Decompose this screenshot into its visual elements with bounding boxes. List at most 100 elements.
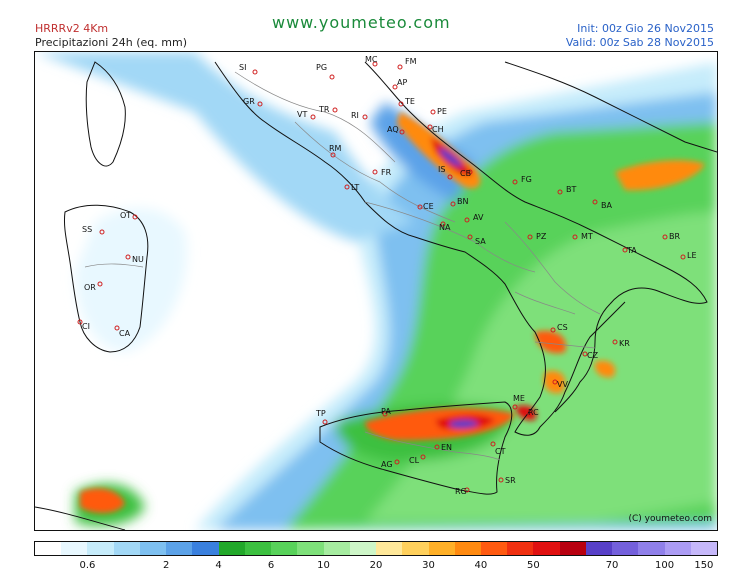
city-label-cb: CB	[460, 169, 471, 178]
city-label-cz: CZ	[587, 351, 599, 360]
legend-label: 4	[215, 560, 222, 571]
city-label-pe: PE	[437, 107, 447, 116]
city-is: IS	[438, 165, 453, 180]
city-fm: FM	[397, 57, 417, 70]
map-canvas: SI PG MC FM AP TE PE GR VT TR RI AQ CH R…	[35, 52, 717, 530]
city-label-ss: SS	[82, 225, 92, 234]
city-label-pg: PG	[316, 63, 327, 72]
city-ce: CE	[417, 202, 434, 211]
city-av: AV	[464, 213, 484, 223]
city-label-ba: BA	[601, 201, 612, 210]
city-en: EN	[434, 443, 452, 452]
legend-label: 6	[267, 560, 275, 571]
city-vt: VT	[297, 110, 316, 120]
city-sa: SA	[467, 234, 486, 246]
legend-swatch	[480, 542, 508, 555]
city-aq: AQ	[387, 125, 405, 135]
city-label-rg: RG	[455, 487, 467, 496]
city-label-ta: TA	[626, 246, 637, 255]
city-br: BR	[662, 232, 680, 241]
init-time: Init: 00z Gio 26 Nov2015	[577, 22, 714, 35]
city-pg: PG	[316, 63, 335, 80]
copyright-label: (C) youmeteo.com	[628, 514, 712, 524]
city-bn: BN	[450, 197, 468, 207]
city-ap: AP	[392, 78, 407, 90]
city-fg: FG	[512, 175, 532, 185]
heavy-precip-cores	[80, 112, 705, 513]
city-label-ag: AG	[381, 460, 393, 469]
city-label-ri: RI	[351, 111, 359, 120]
city-label-fg: FG	[521, 175, 532, 184]
legend-label: 20	[369, 560, 383, 571]
city-label-si: SI	[239, 63, 246, 72]
city-ss: SS	[82, 225, 105, 235]
city-label-tr: TR	[318, 105, 330, 114]
color-legend	[34, 541, 718, 556]
city-pe: PE	[430, 107, 447, 116]
site-title[interactable]: www.youmeteo.com	[272, 13, 451, 32]
city-label-fm: FM	[405, 57, 417, 66]
legend-swatch	[218, 542, 245, 555]
legend-swatch	[166, 542, 193, 555]
city-ta: TA	[622, 246, 637, 255]
legend-label: 0.6	[79, 560, 96, 571]
city-label-lt: LT	[351, 183, 359, 192]
city-markers: SI PG MC FM AP TE PE GR VT TR RI AQ CH R…	[77, 55, 697, 496]
city-ci: CI	[77, 319, 90, 331]
legend-swatch	[559, 542, 586, 555]
city-label-mc: MC	[365, 55, 378, 64]
city-label-le: LE	[687, 251, 697, 260]
legend-swatch	[113, 542, 140, 555]
city-label-pz: PZ	[536, 232, 547, 241]
precip-field	[35, 52, 717, 530]
city-label-rc: RC	[528, 408, 539, 417]
city-label-ot: OT	[120, 211, 131, 220]
city-label-rm: RM	[329, 144, 342, 153]
legend-swatch	[376, 542, 403, 555]
city-ba: BA	[592, 199, 612, 210]
legend-swatch	[428, 542, 455, 555]
legend-swatch	[638, 542, 665, 555]
city-rc: RC	[525, 408, 539, 417]
legend-swatch	[402, 542, 429, 555]
city-label-na: NA	[439, 223, 451, 232]
legend-label: 50	[527, 560, 540, 571]
city-pa: PA	[381, 407, 391, 417]
legend-swatch	[192, 542, 219, 555]
city-mt: MT	[572, 232, 593, 241]
city-ri: RI	[351, 111, 368, 120]
legend-swatch	[61, 542, 88, 555]
city-si: SI	[239, 63, 258, 75]
city-cl: CL	[409, 454, 426, 465]
city-label-en: EN	[441, 443, 452, 452]
legend-label: 40	[474, 560, 488, 571]
city-label-gr: GR	[243, 97, 255, 106]
city-label-ch: CH	[432, 125, 444, 134]
city-label-sr: SR	[505, 476, 516, 485]
legend-swatch	[690, 542, 718, 555]
city-label-ca: CA	[119, 329, 131, 338]
city-vv: VV	[552, 379, 568, 389]
city-label-sa: SA	[475, 237, 486, 246]
coastlines	[35, 61, 717, 530]
city-label-is: IS	[438, 165, 445, 174]
legend-swatch	[533, 542, 560, 555]
legend-label: 2	[162, 560, 170, 571]
city-label-cl: CL	[409, 456, 420, 465]
city-label-tp: TP	[315, 409, 326, 418]
legend-swatch	[271, 542, 298, 555]
city-label-vt: VT	[297, 110, 307, 119]
city-gr: GR	[243, 97, 263, 107]
city-ca: CA	[114, 325, 131, 338]
city-ag: AG	[381, 459, 400, 469]
city-cs: CS	[550, 323, 568, 333]
city-pz: PZ	[527, 232, 547, 241]
precipitation-map[interactable]: SI PG MC FM AP TE PE GR VT TR RI AQ CH R…	[34, 51, 718, 531]
legend-label: 10	[317, 560, 330, 571]
city-rm: RM	[329, 144, 342, 158]
city-label-ce: CE	[423, 202, 434, 211]
city-lt: LT	[344, 183, 359, 192]
legend-swatch	[35, 542, 62, 555]
city-label-vv: VV	[557, 380, 568, 389]
legend-label: 70	[605, 560, 619, 571]
